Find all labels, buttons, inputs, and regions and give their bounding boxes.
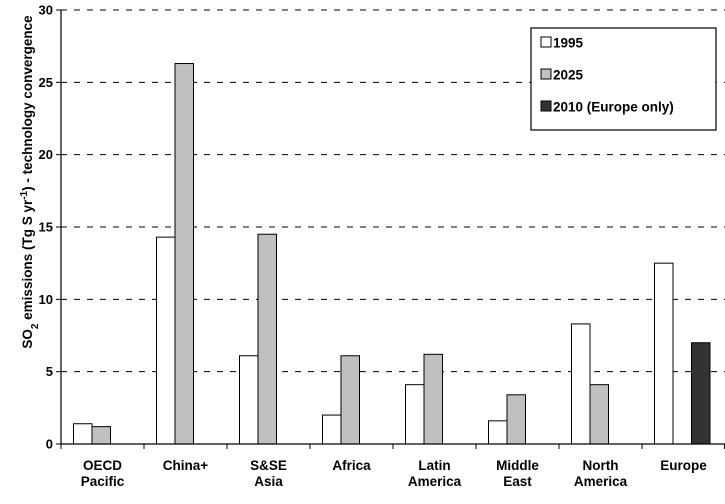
legend-label: 2010 (Europe only) xyxy=(553,100,674,115)
bars xyxy=(73,63,711,445)
legend-swatch xyxy=(540,100,552,112)
bar-2025 xyxy=(174,63,194,445)
y-tick-label: 10 xyxy=(39,292,53,307)
x-category-label: Latin America xyxy=(408,458,462,489)
legend-swatch xyxy=(540,36,552,48)
x-category-label: OECD Pacific xyxy=(81,458,125,489)
y-tick-label: 0 xyxy=(46,437,53,452)
bar-2025 xyxy=(340,355,360,445)
y-axis-label: SO2 emissions (Tg S yr-1) - technology c… xyxy=(19,15,41,349)
bar-1995 xyxy=(73,423,93,445)
x-category-label: Europe xyxy=(660,458,707,473)
bar-1995 xyxy=(405,384,425,445)
x-category-label: China+ xyxy=(163,458,209,473)
y-tick-labels: 0 5 10 15 20 25 30 xyxy=(39,3,53,452)
axes xyxy=(56,9,725,449)
legend-box xyxy=(530,27,717,131)
legend-label: 2025 xyxy=(553,68,584,83)
y-tick-label: 25 xyxy=(39,75,53,90)
x-category-label: Africa xyxy=(332,458,371,473)
bar-1995 xyxy=(322,414,342,445)
bar-2025 xyxy=(423,353,443,445)
x-category-label: North America xyxy=(574,458,628,489)
legend-label: 1995 xyxy=(553,36,584,51)
y-tick-label: 5 xyxy=(46,364,53,379)
legend: 1995 2025 2010 (Europe only) xyxy=(530,27,717,131)
bar-1995 xyxy=(156,236,176,445)
x-category-labels: OECD Pacific China+ S&SE Asia Africa Latin Amer… xyxy=(81,458,708,489)
bar-2010-europe-only- xyxy=(691,342,711,445)
bar-1995 xyxy=(654,262,674,445)
x-category-label: Middle East xyxy=(496,458,539,489)
y-tick-label: 20 xyxy=(39,147,53,162)
x-category-label: S&SE Asia xyxy=(250,458,287,489)
y-tick-label: 30 xyxy=(39,3,53,18)
y-tick-label: 15 xyxy=(39,220,53,235)
legend-swatch xyxy=(540,68,552,80)
bar-2025 xyxy=(257,233,277,445)
bar-1995 xyxy=(571,323,591,445)
bar-2025 xyxy=(91,426,111,445)
bar-2025 xyxy=(506,394,526,445)
bar-2025 xyxy=(589,384,609,445)
bar-1995 xyxy=(488,420,508,445)
bar-1995 xyxy=(239,355,259,445)
